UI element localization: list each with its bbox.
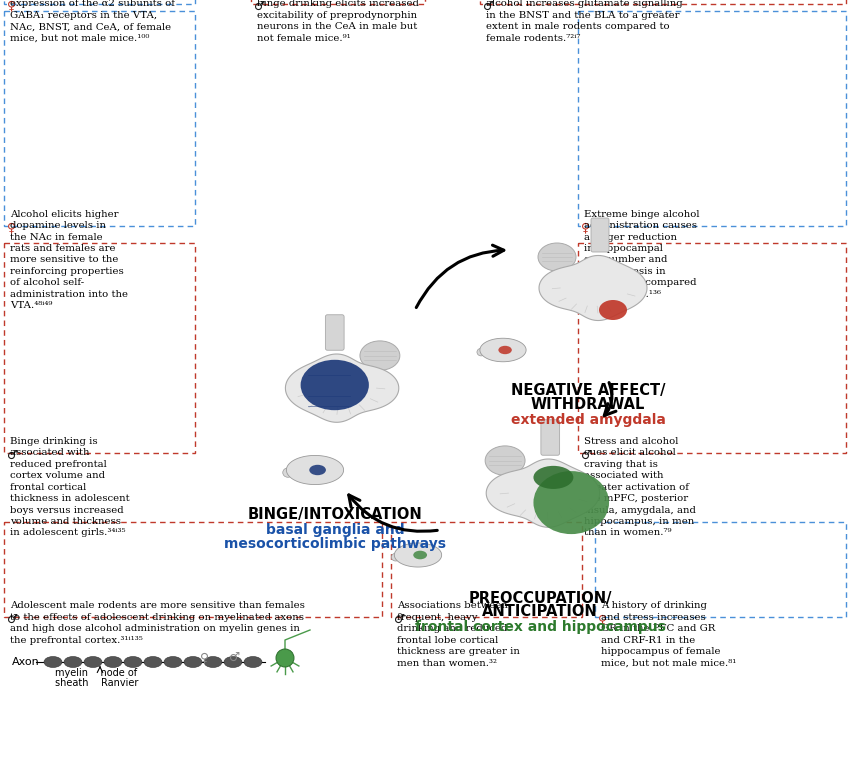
Bar xyxy=(578,11,846,226)
Ellipse shape xyxy=(64,656,82,668)
Ellipse shape xyxy=(301,360,369,410)
Text: PREOCCUPATION/: PREOCCUPATION/ xyxy=(468,591,612,606)
Text: ♀: ♀ xyxy=(598,614,607,627)
Bar xyxy=(391,522,582,617)
FancyArrowPatch shape xyxy=(416,245,504,308)
Text: frontal cortex and hippocampus: frontal cortex and hippocampus xyxy=(415,620,666,634)
Text: Withdrawal from chronic
binge drinking elicits increased
excitability of preprod: Withdrawal from chronic binge drinking e… xyxy=(257,0,418,43)
Polygon shape xyxy=(486,459,599,527)
Polygon shape xyxy=(394,543,442,567)
Text: Stress and alcohol
cues elicit alcohol
craving that is
associated with
greater a: Stress and alcohol cues elicit alcohol c… xyxy=(584,437,696,538)
Ellipse shape xyxy=(360,341,400,370)
Text: basal ganglia and: basal ganglia and xyxy=(266,523,405,537)
Text: A history of drinking
and stress increases
GR in the PFC and GR
and CRF-R1 in th: A history of drinking and stress increas… xyxy=(601,601,736,668)
Ellipse shape xyxy=(244,656,262,668)
Ellipse shape xyxy=(309,465,326,475)
Text: Adolescent male rodents are more sensitive than females
to the effects of adoles: Adolescent male rodents are more sensiti… xyxy=(10,601,305,645)
FancyBboxPatch shape xyxy=(541,420,559,455)
Ellipse shape xyxy=(144,656,162,668)
Ellipse shape xyxy=(224,656,242,668)
Ellipse shape xyxy=(204,656,222,668)
Text: extended amygdala: extended amygdala xyxy=(511,413,666,427)
Ellipse shape xyxy=(184,656,202,668)
Ellipse shape xyxy=(124,656,142,668)
Circle shape xyxy=(276,649,294,667)
Polygon shape xyxy=(480,338,526,362)
Bar xyxy=(480,0,846,4)
Bar xyxy=(595,522,846,617)
Ellipse shape xyxy=(84,656,102,668)
Text: Axon: Axon xyxy=(12,657,40,667)
Text: ♂: ♂ xyxy=(8,614,19,627)
FancyBboxPatch shape xyxy=(326,314,344,350)
Text: BINGE/INTOXICATION: BINGE/INTOXICATION xyxy=(247,507,422,522)
Text: ♀: ♀ xyxy=(8,222,16,235)
Ellipse shape xyxy=(485,446,525,475)
Ellipse shape xyxy=(164,656,182,668)
Text: Binge intoxication lowers mRNA
expression of the α2 subunits of
GABA₁ receptors : Binge intoxication lowers mRNA expressio… xyxy=(10,0,178,43)
Polygon shape xyxy=(286,354,399,422)
Ellipse shape xyxy=(283,468,293,477)
Text: myelin    node of: myelin node of xyxy=(55,668,137,678)
Text: ♂: ♂ xyxy=(484,0,495,13)
Ellipse shape xyxy=(498,346,512,354)
Text: ♂: ♂ xyxy=(254,0,265,13)
Polygon shape xyxy=(286,455,343,484)
Ellipse shape xyxy=(104,656,122,668)
Bar xyxy=(251,0,425,4)
Ellipse shape xyxy=(413,551,427,559)
Bar xyxy=(4,243,196,453)
Bar xyxy=(4,0,196,4)
Text: ♂: ♂ xyxy=(394,614,405,627)
Ellipse shape xyxy=(534,466,574,489)
Text: Alcohol elicits higher
dopamine levels in
the NAc in female
rats and females are: Alcohol elicits higher dopamine levels i… xyxy=(10,210,128,311)
Text: ANTICIPATION: ANTICIPATION xyxy=(482,604,598,620)
Text: Extreme binge alcohol
administration causes
a larger reduction
in hippocampal
ce: Extreme binge alcohol administration cau… xyxy=(584,210,700,299)
FancyArrowPatch shape xyxy=(348,495,437,532)
Text: ♂: ♂ xyxy=(581,449,592,462)
Text: Associations between
frequent, heavy
drinking and reduced
frontal lobe cortical
: Associations between frequent, heavy dri… xyxy=(397,601,520,668)
Ellipse shape xyxy=(477,348,485,356)
FancyArrowPatch shape xyxy=(604,382,616,415)
Text: mesocorticolimbic pathways: mesocorticolimbic pathways xyxy=(224,537,446,551)
Bar xyxy=(4,11,196,226)
Text: ♂: ♂ xyxy=(8,449,19,462)
Ellipse shape xyxy=(538,243,576,271)
Text: ♀: ♀ xyxy=(8,0,16,13)
Ellipse shape xyxy=(534,471,609,534)
Polygon shape xyxy=(539,256,647,321)
Bar xyxy=(578,243,846,453)
Bar xyxy=(4,522,382,617)
Text: sheath    Ranvier: sheath Ranvier xyxy=(55,678,139,688)
Text: ♀: ♀ xyxy=(201,651,210,664)
Ellipse shape xyxy=(44,656,62,668)
Text: NEGATIVE AFFECT/: NEGATIVE AFFECT/ xyxy=(511,382,666,398)
Text: Withdrawal from chronic intermittent
alcohol increases glutamate signalling
in t: Withdrawal from chronic intermittent alc… xyxy=(486,0,683,43)
FancyBboxPatch shape xyxy=(591,218,609,252)
Text: ♀: ♀ xyxy=(581,222,590,235)
Text: ♂: ♂ xyxy=(230,651,241,664)
Ellipse shape xyxy=(599,300,627,320)
Text: Binge drinking is
associated with
reduced prefrontal
cortex volume and
frontal c: Binge drinking is associated with reduce… xyxy=(10,437,130,538)
Ellipse shape xyxy=(391,553,400,561)
Text: WITHDRAWAL: WITHDRAWAL xyxy=(530,396,645,412)
